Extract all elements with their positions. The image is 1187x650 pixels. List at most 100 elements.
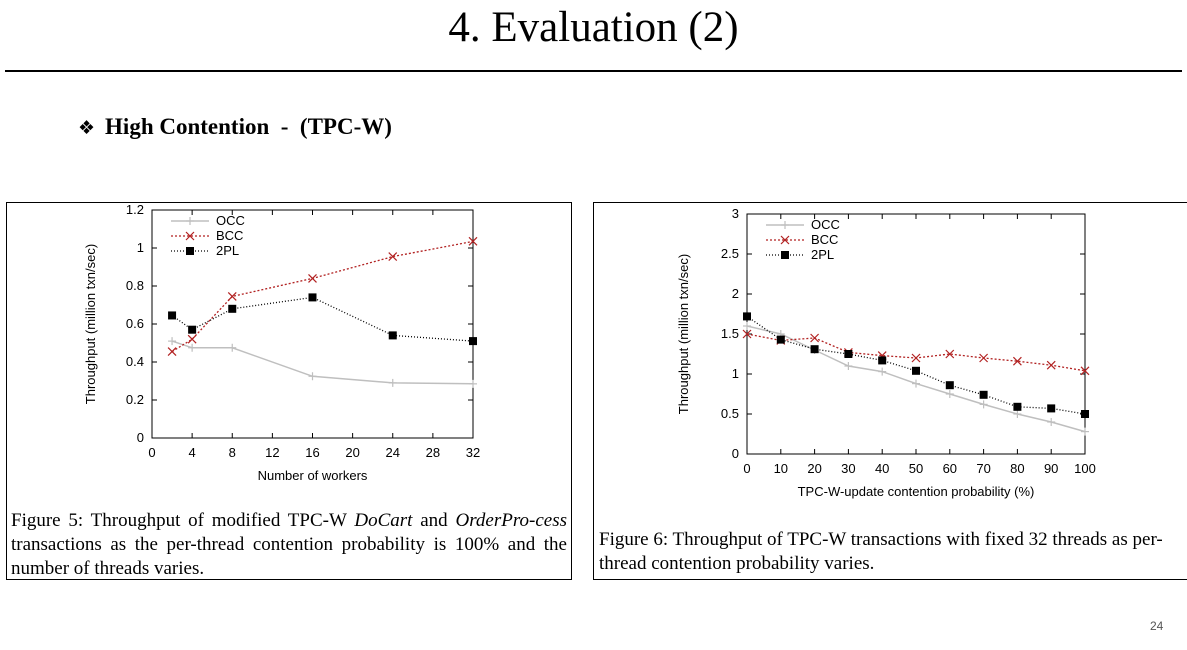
figure-6-ytick-label: 0.5 [721, 406, 739, 421]
figure-5-series-2pl-point [168, 311, 177, 320]
figure-6-x-axis-label: TPC-W-update contention probability (%) [798, 484, 1035, 499]
figure-5-xtick-label: 12 [265, 445, 279, 460]
figure-6-ytick-label: 1 [732, 366, 739, 381]
figure-5-caption-prefix: Figure 5: Throughput of modified TPC-W [11, 510, 355, 531]
figure-6-series-2pl-line [746, 315, 1086, 415]
figure-5-legend-occ-marker [186, 217, 194, 225]
figure-6-xtick-label: 100 [1074, 461, 1096, 476]
figure-5-series-bcc-point [388, 252, 398, 261]
figure-6-series-2pl-point [810, 345, 819, 354]
figure-6-ytick-label: 2.5 [721, 246, 739, 261]
figure-6-xtick-label: 0 [743, 461, 750, 476]
figure-6-series-occ-point [844, 362, 853, 370]
figure-6-xtick-label: 90 [1044, 461, 1058, 476]
figure-6-series-bcc-point [742, 329, 752, 339]
figure-6-legend-occ-marker [781, 221, 789, 229]
figure-5-chart: 0 0.2 0.4 0.6 0.8 1 1.2 0 4 8 12 16 20 24 28 32 Number o… [83, 203, 480, 483]
figure-5-xtick-label: 16 [305, 445, 319, 460]
figure-5-xtick-label: 20 [345, 445, 359, 460]
figure-5-ytick-label: 1.2 [126, 203, 144, 217]
figure-5-series-occ-point [388, 378, 397, 387]
figure-5-caption-docart: DoCart [354, 510, 413, 531]
figure-6-panel: 0 0.5 1 1.5 2 2.5 3 0 10 20 30 40 50 60 70 80 90 100 TPC-W… [593, 202, 1187, 580]
figure-6-legend-bcc-marker [780, 235, 790, 245]
figure-6-caption: Figure 6: Throughput of TPC-W transactio… [599, 529, 1163, 574]
figure-6-series-bcc-point [911, 353, 921, 363]
figure-5-series-occ-point [469, 379, 477, 388]
figure-5-xtick-label: 8 [229, 445, 236, 460]
figure-6-xtick-label: 40 [875, 461, 889, 476]
figure-6-series-2pl-point [945, 381, 954, 390]
figure-5-ytick-label: 0.8 [126, 278, 144, 293]
figure-6-ytick-label: 3 [732, 206, 739, 221]
figure-5-xtick-label: 32 [466, 445, 480, 460]
figure-5-xtick-label: 28 [426, 445, 440, 460]
figure-6-series-occ-line [746, 325, 1086, 433]
figure-6-series-2pl-point [776, 335, 785, 344]
figure-5-ytick-label: 0.6 [126, 316, 144, 331]
figure-5-series-bcc-point [308, 273, 317, 283]
figure-5-series-occ-point [308, 372, 317, 381]
figure-5-caption: Figure 5: Throughput of modified TPC-W D… [11, 509, 567, 581]
diamond-bullet-icon: ❖ [78, 117, 96, 139]
figure-6-chart: 00.511.522.530 10 20 30 40 50 60 70 80 90 100TPC-W… [676, 206, 1096, 499]
figure-6-xtick-label: 50 [909, 461, 923, 476]
figure-6-series-2pl-point [1081, 410, 1089, 418]
figure-5-caption-orderprocess: OrderPro-cess [455, 510, 567, 531]
figure-6-series-occ-point [878, 367, 887, 376]
figure-6-series-occ-point [1013, 410, 1022, 418]
figure-5-panel: 0 0.2 0.4 0.6 0.8 1 1.2 0 4 8 12 16 20 24 28 32 Number o… [6, 202, 572, 580]
figure-5-caption-suffix: transactions as the per-thread contentio… [11, 534, 567, 579]
figure-5-legend-occ-label: OCC [216, 213, 245, 228]
figure-6-series-occ-point [979, 400, 988, 409]
figure-6-series-bcc-point [810, 333, 820, 343]
figure-5-legend-bcc-marker [185, 231, 195, 241]
bullet-heading: ❖ High Contention - (TPC-W) [78, 114, 392, 140]
figure-5-ytick-label: 0 [137, 430, 144, 445]
figure-6-xtick-label: 30 [841, 461, 855, 476]
figure-5-series-bcc-point [227, 292, 237, 301]
figure-6-series-2pl-point [1047, 404, 1056, 413]
figure-5-ytick-label: 0.4 [126, 354, 144, 369]
figure-5-plot-frame [151, 209, 474, 439]
figure-5-series-2pl-point [308, 293, 317, 302]
figure-5-series-bcc-point [187, 334, 197, 344]
figure-6-series-bcc-point [945, 349, 955, 359]
figure-6-series-occ-point [743, 322, 751, 330]
figure-6-series-2pl-point [912, 366, 920, 375]
figure-5-caption-and: and [412, 510, 456, 531]
figure-5-series-occ-line [171, 340, 474, 385]
figure-5-xtick-label: 0 [148, 445, 155, 460]
figure-6-legend-bcc-label: BCC [811, 232, 838, 247]
figure-5-ytick-label: 0.2 [126, 392, 144, 407]
figure-6-series-bcc-point [1012, 356, 1022, 366]
figure-6-series-occ-point [1081, 427, 1089, 436]
figure-5-legend-2pl-marker [186, 247, 194, 255]
figure-5-series-occ-point [228, 343, 237, 352]
figure-5-series-2pl-point [469, 337, 477, 346]
figure-6-series-2pl-point [979, 390, 988, 399]
figure-6-xtick-label: 20 [807, 461, 821, 476]
figure-6-xtick-label: 10 [774, 461, 788, 476]
figure-6-legend-occ-label: OCC [811, 217, 840, 232]
title-divider [5, 70, 1182, 72]
figure-5-ytick-label: 1 [137, 240, 144, 255]
figure-5-series-bcc-point [167, 347, 177, 356]
figure-6-legend-2pl-label: 2PL [811, 247, 834, 262]
figure-5-series-2pl-point [388, 331, 397, 340]
figure-5-xtick-label: 24 [386, 445, 400, 460]
slide-title: 4. Evaluation (2) [448, 4, 739, 51]
figure-5-x-axis-label: Number of workers [258, 468, 368, 483]
figure-5-series-2pl-line [171, 296, 474, 342]
figure-6-series-2pl-point [1013, 402, 1022, 411]
figure-5-legend-bcc-label: BCC [216, 228, 243, 243]
figure-6-series-bcc-point [1046, 360, 1056, 370]
figure-5-series-occ-point [168, 337, 177, 346]
figure-6-series-bcc-point [1080, 366, 1090, 376]
figure-5-series-2pl-point [188, 325, 197, 334]
figure-6-y-axis-label: Throughput (million txn/sec) [676, 254, 691, 414]
figure-6-series-2pl-point [743, 312, 751, 321]
figure-5-series-bcc-point [468, 236, 478, 246]
page-number: 24 [1150, 619, 1164, 633]
figure-5-legend-2pl-label: 2PL [216, 243, 239, 258]
